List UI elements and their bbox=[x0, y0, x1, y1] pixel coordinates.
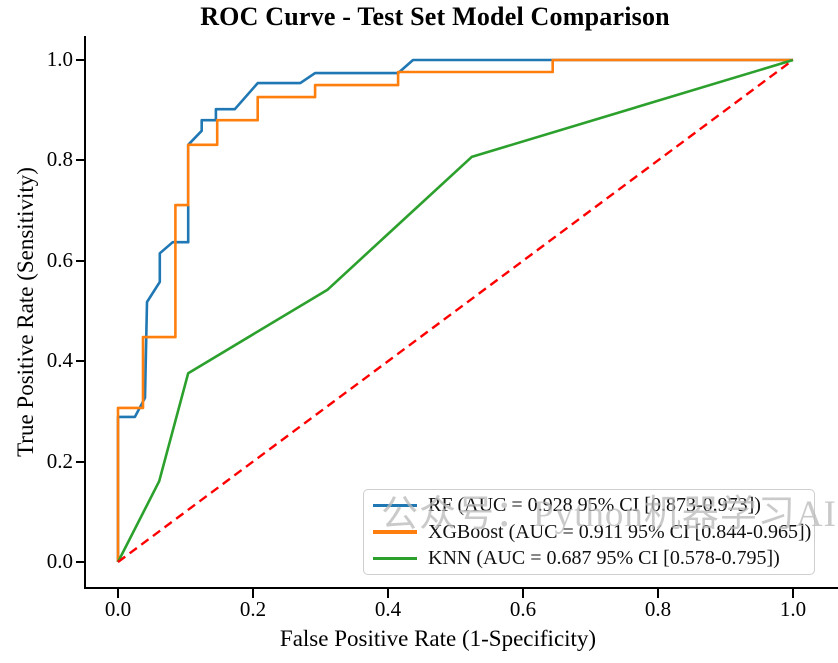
legend-line-swatch bbox=[373, 556, 417, 561]
y-tick-label: 1.0 bbox=[46, 47, 73, 71]
y-tick-mark bbox=[76, 561, 85, 563]
y-tick-label: 0.4 bbox=[46, 348, 73, 373]
y-tick-label: 0.6 bbox=[46, 247, 73, 272]
y-tick-label: 0.2 bbox=[46, 448, 73, 473]
x-tick-label: 0.8 bbox=[644, 597, 672, 621]
roc-curve-rf bbox=[116, 58, 793, 562]
y-tick-mark bbox=[76, 159, 85, 162]
chart-title: ROC Curve - Test Set Model Comparison bbox=[200, 2, 670, 31]
legend-item-rf: RF (AUC = 0.928 95% CI [0.873-0.973]) bbox=[364, 492, 814, 519]
y-tick-mark bbox=[76, 59, 85, 61]
y-tick-mark bbox=[76, 259, 85, 262]
x-tick-mark bbox=[522, 589, 524, 598]
legend-line-swatch bbox=[373, 530, 417, 534]
x-tick-mark bbox=[387, 589, 389, 598]
y-axis-spine bbox=[84, 36, 86, 589]
x-tick-mark bbox=[117, 589, 119, 598]
legend-item-xgboost: XGBoost (AUC = 0.911 95% CI [0.844-0.965… bbox=[364, 519, 814, 546]
x-tick-label: 0.6 bbox=[509, 597, 537, 621]
y-tick-mark bbox=[76, 360, 85, 363]
x-tick-label: 1.0 bbox=[779, 597, 807, 621]
roc-curve-xgboost bbox=[116, 58, 793, 562]
legend-label: KNN (AUC = 0.687 95% CI [0.578-0.795]) bbox=[428, 547, 780, 570]
x-axis-spine bbox=[84, 587, 838, 589]
legend-label: XGBoost (AUC = 0.911 95% CI [0.844-0.965… bbox=[428, 520, 812, 543]
x-tick-label: 0.2 bbox=[239, 597, 267, 621]
y-tick-label: 0.8 bbox=[46, 147, 73, 172]
chance-diagonal bbox=[117, 59, 794, 563]
x-tick-label: 0.0 bbox=[104, 597, 132, 621]
legend-item-knn: KNN (AUC = 0.687 95% CI [0.578-0.795]) bbox=[364, 545, 814, 572]
x-tick-mark bbox=[792, 589, 794, 598]
legend-line-swatch bbox=[373, 503, 417, 508]
legend-label: RF (AUC = 0.928 95% CI [0.873-0.973]) bbox=[428, 493, 761, 516]
legend-box: RF (AUC = 0.928 95% CI [0.873-0.973]) XGB… bbox=[363, 489, 815, 575]
x-axis-label: False Positive Rate (1-Specificity) bbox=[279, 626, 597, 651]
y-tick-mark bbox=[76, 460, 85, 463]
x-tick-label: 0.4 bbox=[374, 597, 402, 621]
y-axis-label: True Positive Rate (Sensitivity) bbox=[13, 167, 38, 457]
x-tick-mark bbox=[657, 589, 659, 598]
roc-curve-knn bbox=[116, 58, 794, 563]
y-tick-label: 0.0 bbox=[46, 549, 73, 573]
x-tick-mark bbox=[252, 589, 254, 598]
